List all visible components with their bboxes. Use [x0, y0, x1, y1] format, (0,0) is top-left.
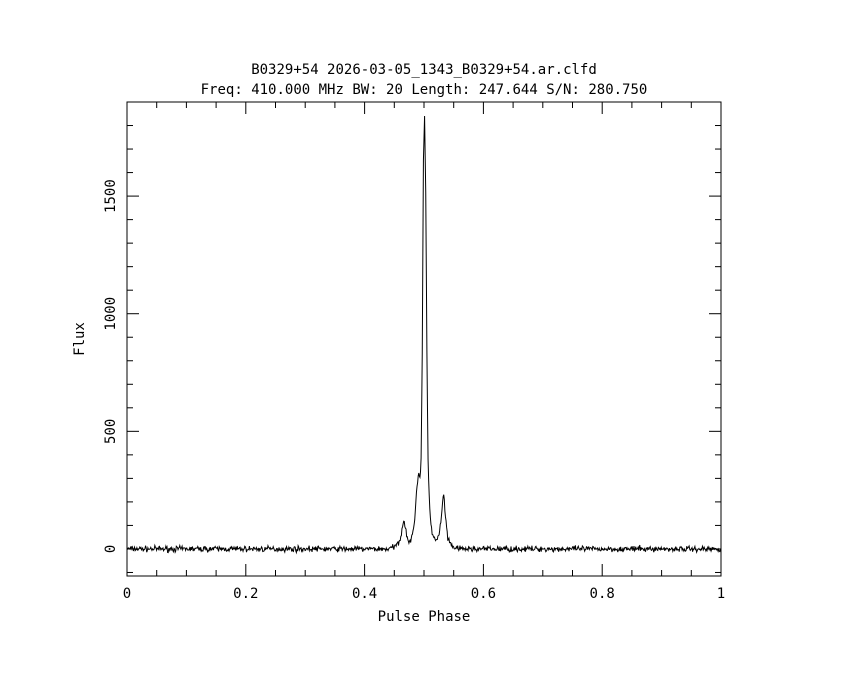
x-tick-label: 0.4 — [352, 586, 377, 602]
y-axis-label: Flux — [72, 322, 88, 356]
chart-title: B0329+54 2026-03-05_1343_B0329+54.ar.clf… — [251, 62, 597, 78]
y-tick-label: 1500 — [103, 179, 119, 213]
x-tick-label: 0.8 — [590, 586, 615, 602]
y-tick-label: 0 — [103, 545, 119, 553]
plot-frame — [126, 101, 722, 577]
x-tick-label: 0.2 — [233, 586, 258, 602]
axis-ticks — [126, 101, 722, 576]
x-axis-label: Pulse Phase — [378, 609, 471, 625]
chart-subtitle: Freq: 410.000 MHz BW: 20 Length: 247.644… — [201, 82, 648, 98]
x-tick-label: 0 — [123, 586, 131, 602]
y-tick-label: 500 — [103, 419, 119, 444]
pulse-profile-series-line — [126, 115, 722, 555]
y-tick-label: 1000 — [103, 297, 119, 331]
axis-tick-labels: 0 0.2 0.4 0.6 0.8 1 0 500 1000 1500 — [103, 179, 725, 602]
x-tick-label: 1 — [717, 586, 725, 602]
x-tick-label: 0.6 — [471, 586, 496, 602]
